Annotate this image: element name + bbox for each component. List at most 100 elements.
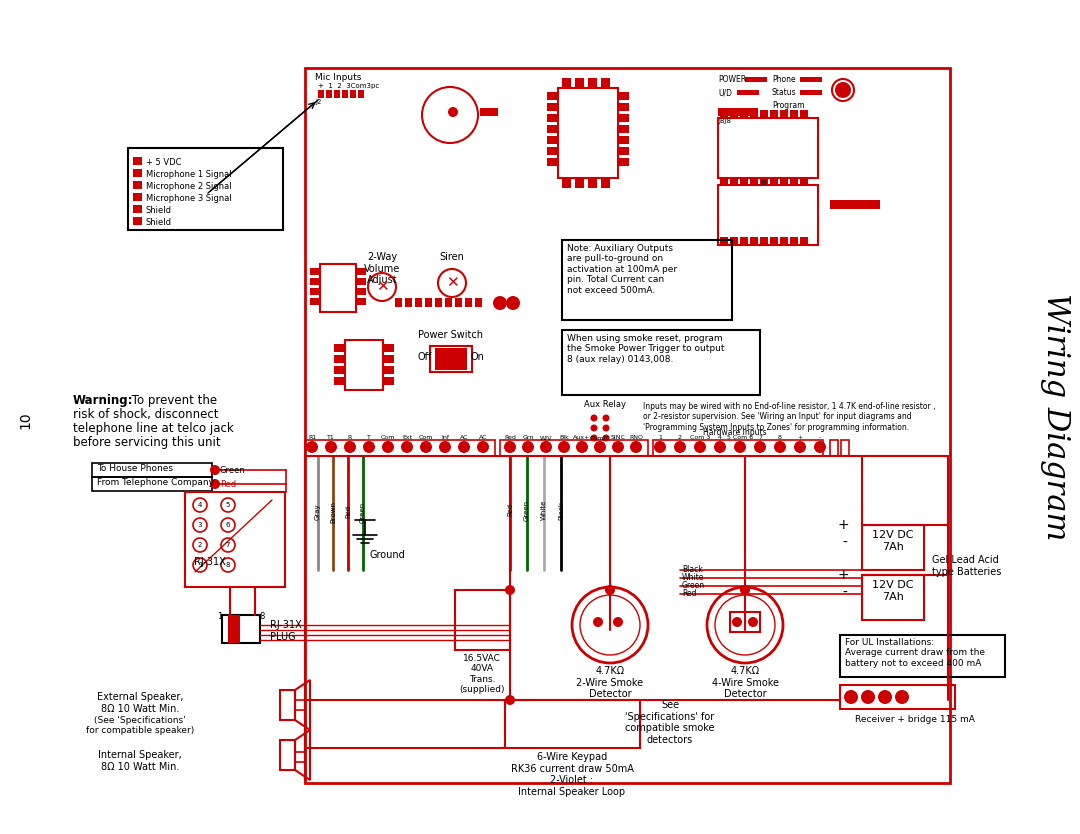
Bar: [862, 525, 924, 570]
Bar: [546, 114, 558, 122]
Text: + 5 VDC: + 5 VDC: [146, 158, 181, 167]
Bar: [770, 237, 778, 245]
Circle shape: [382, 441, 394, 453]
Bar: [618, 103, 629, 111]
Bar: [730, 110, 738, 118]
Text: 4: 4: [718, 435, 723, 440]
Bar: [435, 348, 467, 370]
Text: Com: Com: [381, 435, 395, 440]
Text: 5 Com 6: 5 Com 6: [727, 435, 753, 440]
Circle shape: [558, 441, 570, 453]
Text: 7: 7: [758, 435, 762, 440]
Bar: [342, 90, 348, 98]
Bar: [310, 278, 320, 285]
Text: Power Switch: Power Switch: [418, 330, 483, 340]
Circle shape: [591, 425, 597, 431]
Text: Phone: Phone: [772, 75, 796, 84]
Bar: [718, 185, 818, 245]
Bar: [720, 237, 728, 245]
Text: J8: J8: [760, 180, 767, 186]
Bar: [356, 298, 366, 305]
Bar: [455, 590, 510, 650]
Circle shape: [732, 617, 742, 627]
Bar: [305, 68, 950, 783]
Text: See
'Specifications' for
compatible smoke
detectors: See 'Specifications' for compatible smok…: [625, 700, 715, 745]
Text: On: On: [470, 352, 484, 362]
Bar: [862, 575, 924, 620]
Text: Note: Auxiliary Outputs
are pull-to-ground on
activation at 100mA per
pin. Total: Note: Auxiliary Outputs are pull-to-grou…: [567, 244, 677, 294]
Bar: [720, 178, 728, 186]
Circle shape: [694, 441, 706, 453]
Text: For UL Installations:
Average current draw from the
battery not to exceed 400 mA: For UL Installations: Average current dr…: [845, 638, 985, 668]
Bar: [405, 298, 411, 307]
Bar: [600, 78, 610, 88]
Bar: [133, 169, 141, 177]
Text: Program: Program: [772, 101, 805, 110]
Bar: [750, 110, 758, 118]
Circle shape: [306, 441, 318, 453]
Bar: [588, 78, 597, 88]
Bar: [395, 298, 402, 307]
Text: +: +: [797, 435, 802, 440]
Text: 1: 1: [217, 612, 222, 621]
Circle shape: [505, 695, 515, 705]
Bar: [730, 237, 738, 245]
Bar: [383, 355, 394, 363]
Text: To House Phones: To House Phones: [97, 464, 173, 473]
Text: Shield: Shield: [146, 218, 172, 227]
Text: Microphone 2 Signal: Microphone 2 Signal: [146, 182, 231, 191]
Text: Microphone 1 Signal: Microphone 1 Signal: [146, 170, 231, 179]
Text: 12V DC
7Ah: 12V DC 7Ah: [873, 530, 914, 551]
Circle shape: [861, 690, 875, 704]
Bar: [841, 440, 849, 456]
Circle shape: [774, 441, 786, 453]
Text: Red: Red: [681, 590, 697, 599]
Text: Inf: Inf: [441, 435, 449, 440]
Bar: [383, 377, 394, 385]
Bar: [546, 125, 558, 133]
Bar: [588, 178, 597, 188]
Text: ✕: ✕: [376, 279, 389, 294]
Circle shape: [794, 441, 806, 453]
Bar: [618, 158, 629, 166]
Text: ⊕: ⊕: [593, 615, 604, 629]
Text: Com: Com: [419, 435, 433, 440]
Bar: [618, 114, 629, 122]
Bar: [562, 240, 732, 320]
Circle shape: [630, 441, 642, 453]
Text: Com/C: Com/C: [590, 435, 610, 440]
Text: Red: Red: [220, 480, 237, 489]
Text: -: -: [819, 435, 821, 440]
Bar: [575, 78, 584, 88]
Bar: [383, 344, 394, 352]
Bar: [305, 440, 495, 456]
Circle shape: [363, 441, 375, 453]
Text: +: +: [837, 568, 849, 582]
Text: 2: 2: [678, 435, 681, 440]
Text: Receiver + bridge 115 mA: Receiver + bridge 115 mA: [855, 715, 975, 724]
Circle shape: [843, 690, 858, 704]
Bar: [740, 178, 748, 186]
Bar: [185, 492, 285, 587]
Bar: [562, 330, 760, 395]
Bar: [350, 90, 356, 98]
Bar: [800, 178, 808, 186]
Bar: [356, 278, 366, 285]
Bar: [840, 685, 955, 709]
Circle shape: [740, 585, 750, 595]
Text: Microphone 3 Signal: Microphone 3 Signal: [146, 194, 232, 203]
Circle shape: [591, 435, 597, 441]
Text: Black: Black: [681, 565, 703, 575]
Circle shape: [345, 441, 356, 453]
Bar: [546, 92, 558, 100]
Text: 4: 4: [198, 502, 202, 508]
Text: 6: 6: [226, 522, 230, 528]
Bar: [334, 90, 340, 98]
Text: Gray: Gray: [315, 504, 321, 520]
Text: Ground: Ground: [370, 550, 406, 560]
Bar: [546, 103, 558, 111]
Circle shape: [714, 441, 726, 453]
Bar: [133, 157, 141, 165]
Bar: [133, 181, 141, 189]
Circle shape: [505, 585, 515, 595]
